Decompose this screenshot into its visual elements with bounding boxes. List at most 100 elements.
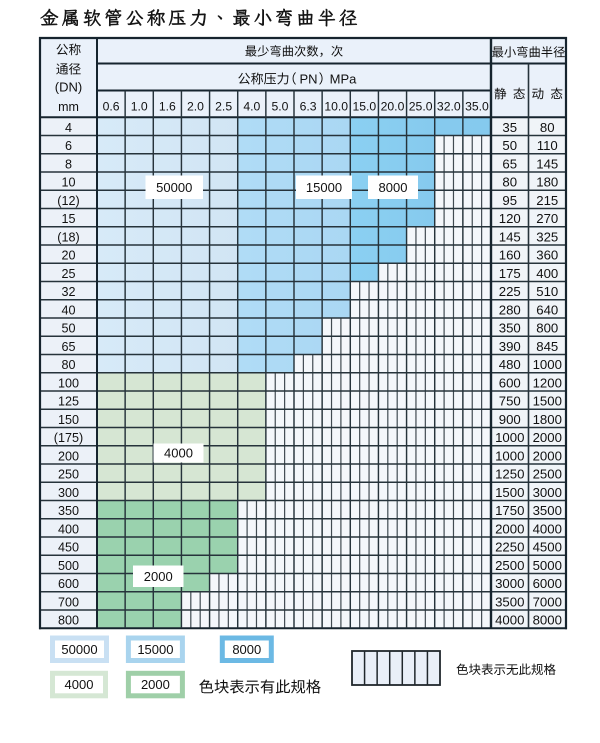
svg-text:2500: 2500 [533,467,562,482]
svg-text:95: 95 [502,193,517,208]
svg-text:mm: mm [58,100,79,114]
svg-text:480: 480 [499,357,521,372]
svg-text:32.0: 32.0 [437,100,461,114]
svg-text:2500: 2500 [495,558,524,573]
svg-text:10.0: 10.0 [324,100,348,114]
svg-text:35.0: 35.0 [465,100,489,114]
svg-text:1000: 1000 [495,430,524,445]
svg-text:600: 600 [58,577,79,591]
svg-text:50: 50 [61,322,75,336]
svg-text:3000: 3000 [533,485,562,500]
svg-text:1200: 1200 [533,375,562,390]
svg-text:80: 80 [502,175,517,190]
svg-text:5.0: 5.0 [271,100,288,114]
svg-text:2000: 2000 [141,677,170,692]
svg-text:4000: 4000 [164,446,193,461]
svg-text:2000: 2000 [533,430,562,445]
svg-text:25.0: 25.0 [409,100,433,114]
svg-text:145: 145 [499,229,521,244]
svg-text:225: 225 [499,284,521,299]
svg-text:750: 750 [499,394,521,409]
svg-text:215: 215 [536,193,558,208]
svg-text:400: 400 [58,522,79,536]
svg-text:20.0: 20.0 [381,100,405,114]
svg-text:20: 20 [61,249,75,263]
svg-text:80: 80 [61,358,75,372]
svg-text:PN: PN [299,71,317,86]
svg-text:4000: 4000 [533,521,562,536]
svg-text:50000: 50000 [156,180,192,195]
svg-text:360: 360 [536,248,558,263]
svg-text:1250: 1250 [495,467,524,482]
svg-text:8: 8 [65,157,72,171]
svg-text:40: 40 [61,303,75,317]
svg-text:4.0: 4.0 [243,100,260,114]
svg-text:6: 6 [65,139,72,153]
svg-text:100: 100 [58,376,79,390]
svg-text:400: 400 [536,266,558,281]
svg-text:845: 845 [536,339,558,354]
svg-text:1500: 1500 [495,485,524,500]
svg-text:110: 110 [537,138,558,153]
svg-text:120: 120 [499,211,521,226]
svg-text:2.5: 2.5 [215,100,232,114]
svg-text:3000: 3000 [495,576,524,591]
svg-text:200: 200 [58,449,79,463]
svg-text:5000: 5000 [533,558,562,573]
svg-text:1800: 1800 [533,412,562,427]
svg-text:65: 65 [502,156,517,171]
svg-text:6000: 6000 [533,576,562,591]
svg-text:50000: 50000 [61,642,97,657]
svg-text:150: 150 [58,413,79,427]
svg-text:1000: 1000 [533,357,562,372]
svg-text:0.6: 0.6 [103,100,120,114]
svg-text:1500: 1500 [533,394,562,409]
svg-text:2000: 2000 [533,448,562,463]
svg-text:3500: 3500 [533,503,562,518]
svg-text:(18): (18) [57,230,79,244]
svg-text:280: 280 [499,302,521,317]
svg-text:80: 80 [540,120,555,135]
svg-text:15: 15 [61,212,75,226]
svg-text:180: 180 [536,175,558,190]
svg-text:325: 325 [536,229,558,244]
svg-text:50: 50 [502,138,517,153]
svg-text:65: 65 [61,340,75,354]
svg-text:8000: 8000 [232,642,261,657]
svg-text:2.0: 2.0 [187,100,204,114]
svg-text:25: 25 [61,267,75,281]
svg-text:2250: 2250 [495,540,524,555]
svg-text:175: 175 [499,266,521,281]
svg-text:600: 600 [499,375,521,390]
svg-text:2000: 2000 [144,569,173,584]
svg-text:4500: 4500 [533,540,562,555]
svg-text:32: 32 [61,285,75,299]
svg-text:125: 125 [58,395,79,409]
svg-text:7000: 7000 [533,594,562,609]
svg-text:160: 160 [499,248,521,263]
svg-text:MPa: MPa [330,71,358,86]
svg-text:350: 350 [499,321,521,336]
svg-text:6.3: 6.3 [300,100,317,114]
svg-text:1.0: 1.0 [131,100,148,114]
svg-text:8000: 8000 [379,180,408,195]
svg-text:390: 390 [499,339,521,354]
svg-text:2000: 2000 [495,521,524,536]
svg-text:4: 4 [65,121,72,135]
svg-text:15000: 15000 [306,180,342,195]
svg-text:35: 35 [502,120,517,135]
svg-text:500: 500 [58,559,79,573]
svg-text:1750: 1750 [495,503,524,518]
svg-text:15000: 15000 [137,642,173,657]
svg-text:3500: 3500 [495,594,524,609]
svg-text:1000: 1000 [495,448,524,463]
svg-text:250: 250 [58,468,79,482]
svg-text:350: 350 [58,504,79,518]
svg-text:800: 800 [58,614,79,628]
svg-text:10: 10 [61,176,75,190]
svg-text:1.6: 1.6 [159,100,176,114]
svg-text:800: 800 [536,321,558,336]
svg-text:8000: 8000 [533,613,562,628]
svg-text:510: 510 [536,284,558,299]
svg-text:4000: 4000 [495,613,524,628]
